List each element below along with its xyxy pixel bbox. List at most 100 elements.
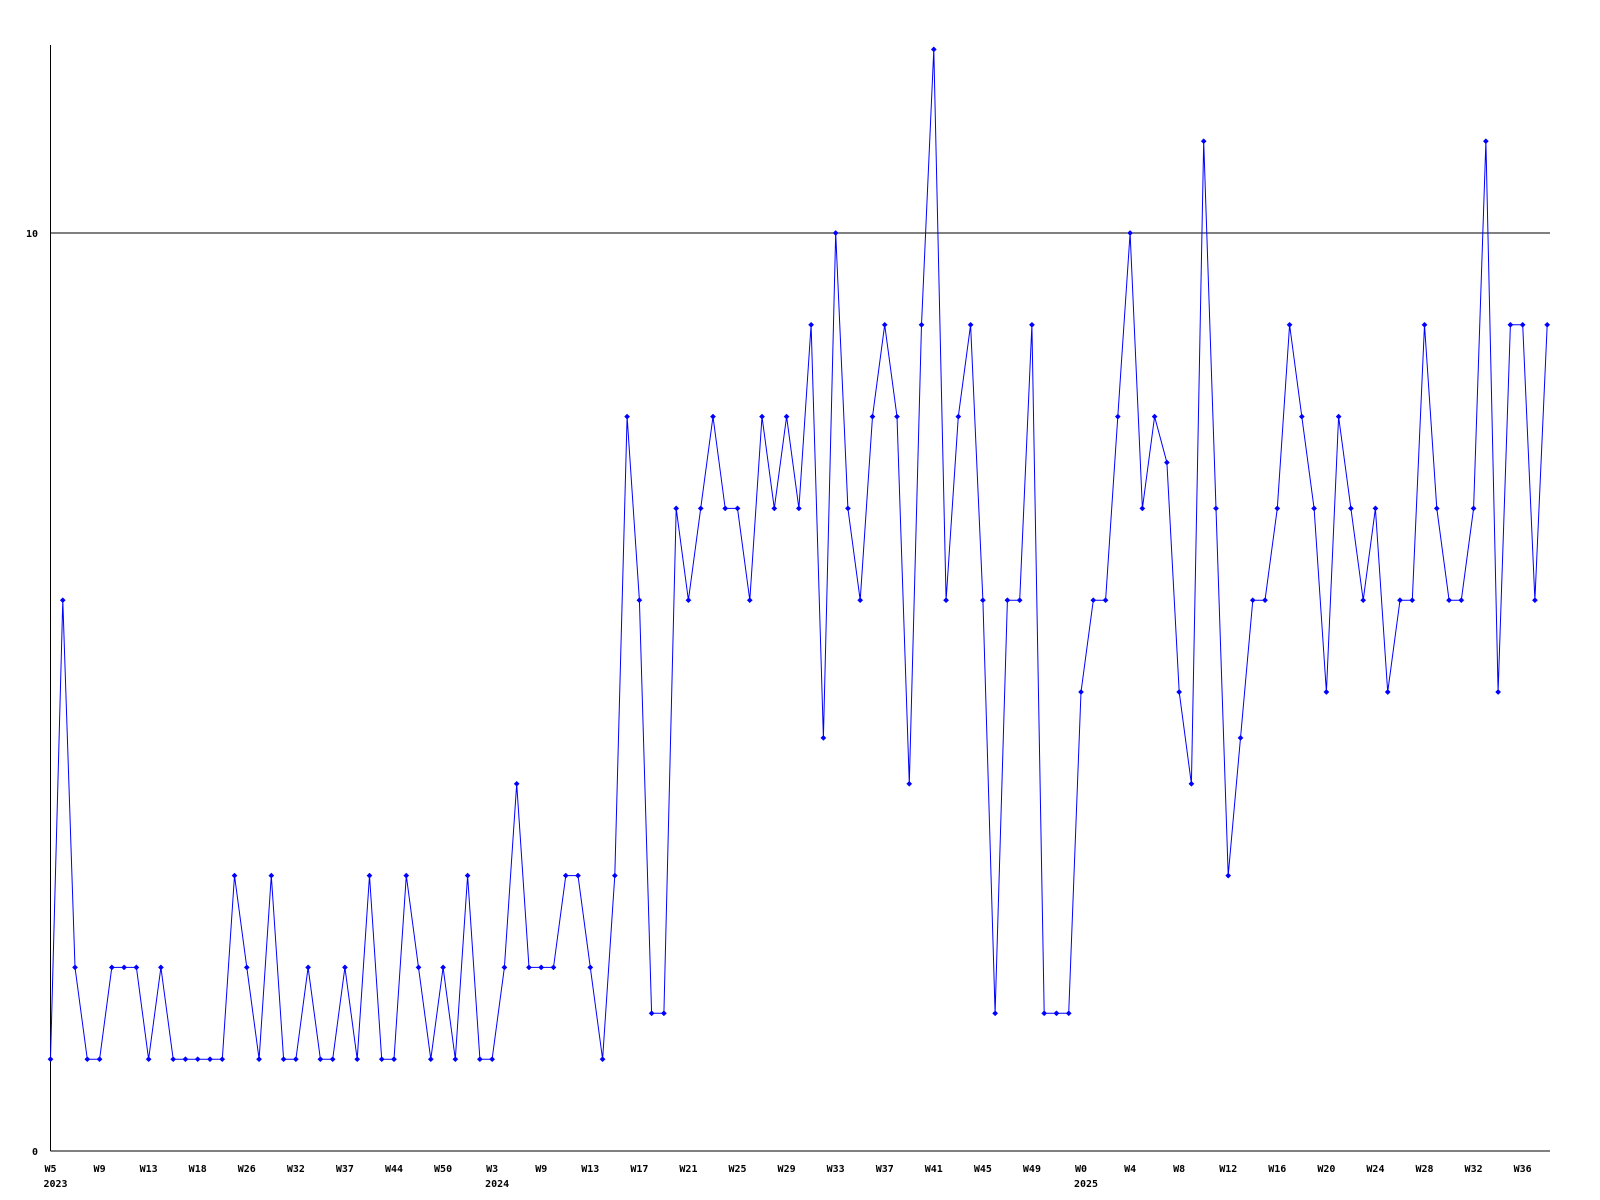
data-point-marker [1065,1010,1072,1017]
data-point-marker [207,1056,213,1063]
data-point-marker [1249,597,1256,604]
year-label: 2024 [485,1179,509,1190]
data-point-marker [820,734,827,741]
data-point-marker [624,413,631,420]
data-point-marker [1262,597,1268,604]
data-point-marker [1090,597,1097,604]
data-point-marker [1335,413,1342,420]
data-point-marker [1360,597,1367,604]
y-tick-label-10: 10 [26,229,38,240]
data-point-marker [967,321,974,328]
data-point-marker [832,230,839,236]
data-point-marker [1237,734,1244,741]
data-point-marker [292,1056,299,1063]
data-point-marker [1004,597,1011,604]
x-tick-label: W41 [925,1164,943,1175]
x-tick-label: W18 [189,1164,207,1175]
data-point-marker [329,1056,336,1063]
x-tick-label: W32 [1465,1164,1483,1175]
x-tick-label: W16 [1268,1164,1286,1175]
data-point-marker [1446,597,1453,604]
data-point-marker [1053,1010,1060,1017]
x-tick-label: W29 [778,1164,796,1175]
data-point-marker [525,964,532,971]
data-point-marker [366,872,373,879]
x-tick-label: W28 [1415,1164,1433,1175]
x-tick-label: W17 [630,1164,648,1175]
data-point-marker [378,1056,385,1063]
data-point-marker [844,505,851,512]
data-point-marker [256,1056,263,1063]
data-point-marker [231,872,238,879]
data-point-marker [636,597,643,604]
data-point-marker [992,1010,999,1017]
x-tick-label: W37 [336,1164,354,1175]
data-point-marker [587,964,594,971]
data-point-marker [341,964,348,971]
data-point-marker [1397,597,1403,604]
data-point-marker [489,1056,496,1063]
data-point-marker [1298,413,1305,420]
data-point-marker [538,964,545,971]
x-tick-label: W25 [728,1164,746,1175]
data-point-marker [476,1056,483,1063]
data-point-marker [170,1056,177,1063]
data-point-marker [710,413,716,420]
data-point-marker [1286,321,1293,328]
data-point-marker [84,1056,91,1063]
data-point-marker [1409,597,1416,604]
data-point-marker [648,1010,655,1017]
x-tick-label: W9 [94,1164,106,1175]
data-point-marker [194,1056,201,1063]
data-point-marker [133,964,140,971]
data-point-marker [243,964,250,971]
data-point-marker [513,780,520,787]
data-point-marker [1188,780,1195,787]
data-point-marker [1078,689,1084,695]
data-point-marker [771,505,778,512]
data-point-marker [660,1010,667,1017]
x-tick-label: W44 [385,1164,403,1175]
data-point-marker [96,1056,103,1063]
data-point-marker [1127,230,1134,236]
data-point-marker [1384,689,1391,695]
data-point-marker [759,413,765,420]
data-point-marker [1176,689,1183,695]
data-point-marker [734,505,741,512]
x-tick-label: W32 [287,1164,305,1175]
data-point-marker [930,46,937,53]
data-point-marker [1114,413,1121,420]
data-point-marker [1139,505,1146,512]
data-point-marker [1016,597,1023,604]
data-point-marker [1531,597,1538,604]
data-point-marker [305,964,312,971]
data-point-marker [268,872,275,879]
x-tick-label: W33 [827,1164,845,1175]
x-tick-label: W9 [535,1164,547,1175]
data-point-marker [403,872,410,879]
year-label: 2025 [1074,1179,1098,1190]
data-point-marker [464,872,471,879]
data-point-marker [611,872,618,879]
data-point-marker [1102,597,1109,604]
data-point-marker [1519,321,1526,328]
data-point-marker [1028,321,1035,328]
data-point-marker [108,964,115,971]
x-tick-label: W13 [140,1164,158,1175]
data-point-marker [1482,138,1489,145]
data-point-marker [1544,321,1551,328]
data-point-marker [783,413,790,420]
data-point-marker [906,780,913,787]
data-point-marker [894,413,900,420]
x-tick-label: W5 [44,1164,56,1175]
data-point-marker [746,597,753,604]
x-tick-label: W50 [434,1164,452,1175]
data-point-marker [722,505,729,512]
data-point-marker [857,597,864,604]
data-point-marker [145,1056,152,1063]
data-point-marker [575,872,581,879]
data-point-marker [955,413,962,420]
y-tick-label-0: 0 [32,1147,38,1158]
